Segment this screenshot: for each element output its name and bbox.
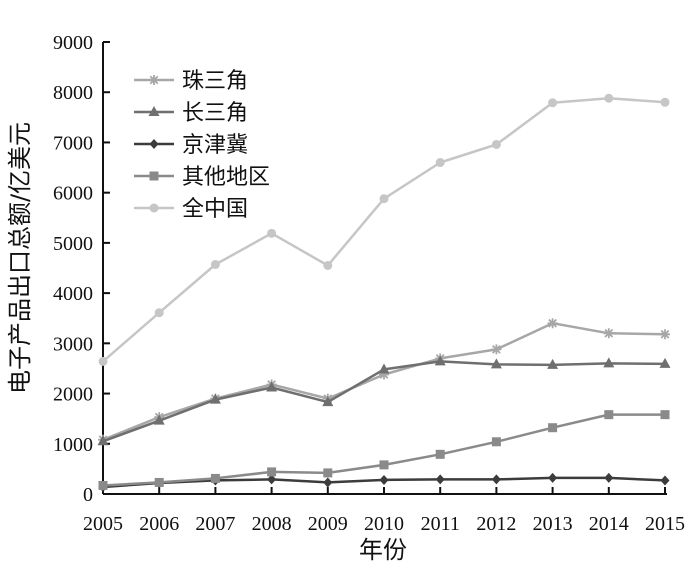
- legend-label: 全中国: [182, 197, 248, 222]
- data-point: [603, 328, 614, 339]
- y-tick-label: 8000: [53, 82, 93, 104]
- series-4: [98, 410, 670, 490]
- data-point: [267, 467, 277, 477]
- y-tick-label: 0: [83, 484, 93, 506]
- legend-marker: [148, 106, 160, 116]
- axes: 0 1000 2000 3000 4000 5000 6000 7000 8000 9000 200…: [53, 32, 685, 535]
- data-point: [266, 381, 278, 392]
- data-point: [210, 473, 220, 483]
- data-point: [267, 474, 277, 485]
- legend-marker: [149, 75, 159, 85]
- data-point: [548, 472, 558, 483]
- y-tick-label: 6000: [53, 183, 93, 205]
- data-point: [267, 228, 277, 238]
- data-point: [603, 357, 615, 368]
- data-point: [323, 477, 333, 488]
- data-point: [434, 355, 446, 366]
- x-tick-label: 2005: [83, 513, 123, 535]
- data-point: [548, 98, 558, 108]
- x-tick-label: 2011: [421, 513, 460, 535]
- legend-item: 珠三角: [134, 69, 248, 94]
- data-point: [660, 410, 670, 420]
- data-point: [435, 449, 445, 459]
- x-tick-label: 2010: [364, 513, 404, 535]
- legend-item: 长三角: [134, 101, 248, 126]
- data-point: [547, 318, 558, 329]
- data-point: [491, 139, 501, 149]
- data-point: [547, 358, 559, 369]
- data-point: [660, 475, 670, 486]
- data-point: [659, 357, 671, 368]
- x-axis-title: 年份: [359, 536, 407, 564]
- data-point: [210, 259, 220, 269]
- legend-marker: [149, 203, 159, 213]
- legend-label: 珠三角: [182, 69, 248, 94]
- data-point: [491, 437, 501, 447]
- data-point: [604, 410, 614, 420]
- data-point: [153, 414, 165, 425]
- data-point: [378, 363, 390, 374]
- legend-label: 其他地区: [182, 165, 270, 190]
- legend-marker: [149, 139, 159, 149]
- series-line: [102, 413, 665, 487]
- y-tick-label: 1000: [53, 434, 93, 456]
- data-point: [435, 474, 445, 485]
- data-point: [491, 474, 501, 485]
- data-point: [660, 329, 670, 340]
- data-point: [97, 435, 109, 446]
- data-point: [490, 358, 502, 369]
- series-2: [97, 355, 671, 446]
- y-tick-label: 3000: [53, 333, 93, 355]
- y-tick-label: 2000: [53, 384, 93, 406]
- data-point: [98, 480, 108, 490]
- x-tick-label: 2014: [589, 513, 629, 535]
- legend-marker: [149, 171, 159, 181]
- data-point: [209, 393, 221, 404]
- x-tick-label: 2015: [645, 513, 685, 535]
- y-axis-title: 电子产品出口总额/亿美元: [6, 122, 34, 394]
- data-point: [379, 460, 389, 470]
- legend-item: 其他地区: [134, 165, 270, 190]
- data-point: [604, 93, 614, 103]
- series-layer: [97, 93, 671, 492]
- series-5: [98, 93, 670, 366]
- data-point: [491, 344, 502, 355]
- data-point: [548, 423, 558, 433]
- y-tick-label: 7000: [53, 132, 93, 154]
- data-point: [379, 369, 389, 380]
- data-point: [604, 472, 614, 483]
- data-point: [660, 97, 670, 107]
- data-point: [154, 477, 164, 487]
- x-tick-label: 2013: [533, 513, 573, 535]
- x-tick-label: 2008: [252, 513, 292, 535]
- legend-item: 京津冀: [134, 133, 248, 158]
- legend-item: 全中国: [134, 197, 248, 222]
- y-tick-label: 5000: [53, 233, 93, 255]
- x-tick-label: 2009: [308, 513, 348, 535]
- data-point: [379, 474, 389, 485]
- y-tick-label: 4000: [53, 283, 93, 305]
- series-3: [98, 472, 670, 492]
- data-point: [379, 194, 389, 204]
- legend-label: 京津冀: [182, 133, 248, 158]
- x-tick-label: 2007: [195, 513, 235, 535]
- legend-label: 长三角: [182, 101, 248, 126]
- y-tick-label: 9000: [53, 32, 93, 54]
- x-tick-label: 2006: [139, 513, 179, 535]
- series-1: [98, 318, 670, 445]
- data-point: [154, 308, 164, 318]
- data-point: [435, 158, 445, 168]
- data-point: [98, 356, 108, 366]
- data-point: [323, 260, 333, 270]
- data-point: [322, 396, 334, 407]
- x-tick-label: 2012: [476, 513, 516, 535]
- data-point: [323, 468, 333, 478]
